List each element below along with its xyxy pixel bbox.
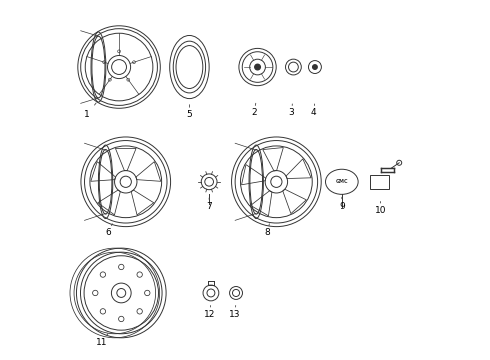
Text: 8: 8 <box>265 224 270 237</box>
Text: 13: 13 <box>229 306 241 319</box>
Text: 9: 9 <box>339 197 344 211</box>
Text: 1: 1 <box>84 103 96 119</box>
Circle shape <box>313 65 317 69</box>
Text: 12: 12 <box>204 306 216 319</box>
Text: 7: 7 <box>206 198 212 211</box>
Text: 11: 11 <box>96 333 108 347</box>
Text: 10: 10 <box>375 202 386 215</box>
Text: 3: 3 <box>289 104 294 117</box>
Text: 2: 2 <box>251 103 257 117</box>
Text: GMC: GMC <box>336 179 348 184</box>
Text: 5: 5 <box>187 105 192 119</box>
Bar <box>369 175 390 189</box>
Text: 6: 6 <box>106 224 112 237</box>
Text: 4: 4 <box>311 104 317 117</box>
Circle shape <box>255 64 260 70</box>
